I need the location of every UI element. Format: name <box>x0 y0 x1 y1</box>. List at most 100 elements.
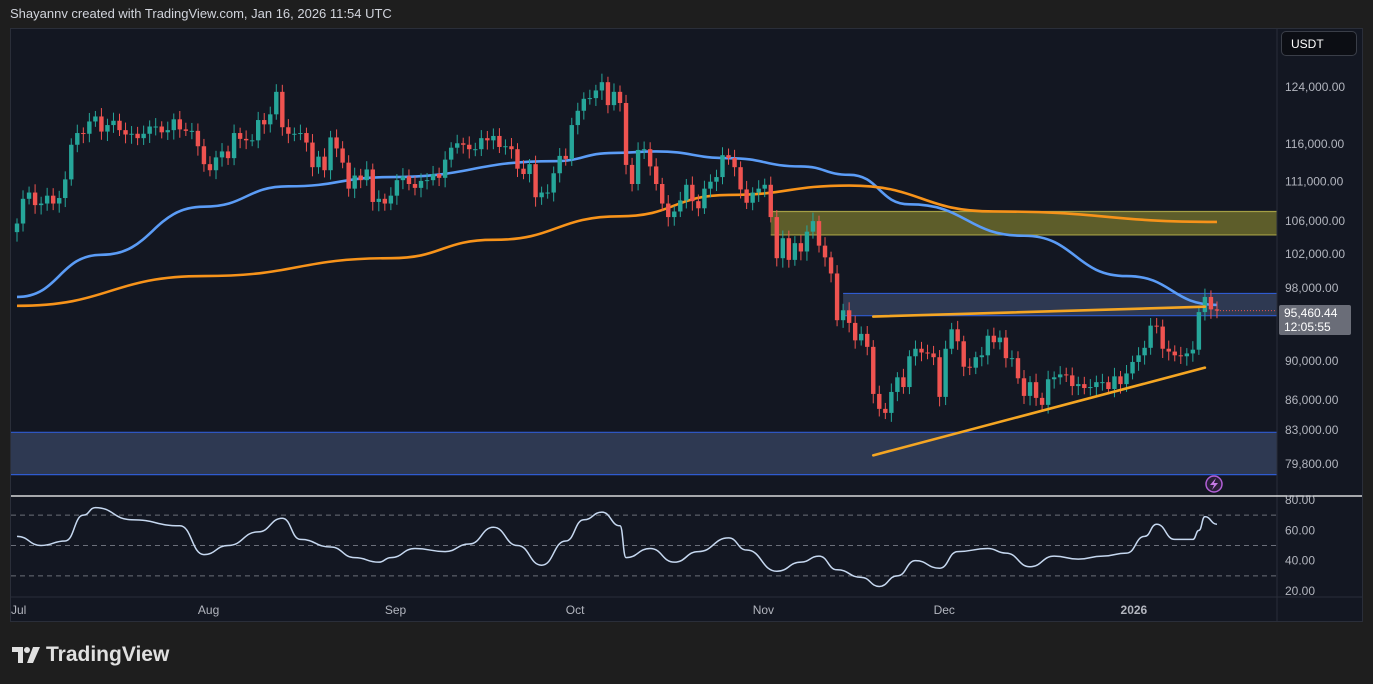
candle <box>304 127 309 152</box>
candle <box>1148 317 1153 355</box>
candle-body <box>780 238 786 259</box>
candle-body <box>599 82 605 91</box>
last-price-label: 95,460.44 12:05:55 <box>1279 305 1351 335</box>
candle <box>1196 306 1202 355</box>
support-zone <box>11 432 1277 475</box>
candle-body <box>641 149 647 151</box>
candle-body <box>57 198 62 204</box>
lightning-icon <box>1205 475 1223 493</box>
candle-body <box>1045 379 1051 405</box>
candle <box>1172 345 1177 362</box>
tradingview-logo[interactable]: TradingView <box>12 643 169 667</box>
candle-body <box>1208 296 1214 310</box>
candle-body <box>985 335 991 356</box>
candle-body <box>286 127 291 134</box>
candle-body <box>997 337 1003 343</box>
candle-body <box>865 333 870 347</box>
candle <box>738 161 743 199</box>
candle-body <box>189 130 195 132</box>
price-tick-label: 111,000.00 <box>1285 175 1344 189</box>
candle-body <box>274 91 279 115</box>
candle <box>569 117 574 166</box>
candle-body <box>738 167 743 190</box>
candle-body <box>846 310 852 323</box>
candle-body <box>617 91 623 104</box>
candle <box>1208 290 1214 319</box>
candle <box>901 368 906 394</box>
resistance-zone <box>843 293 1277 316</box>
candle <box>653 158 659 191</box>
lightning-icon-bolt <box>1210 478 1218 490</box>
candle <box>1009 350 1015 367</box>
candle <box>340 141 345 169</box>
candle <box>485 130 490 150</box>
candle <box>684 178 689 209</box>
candle-body <box>249 140 255 142</box>
candle <box>352 167 357 199</box>
candle-body <box>334 137 339 149</box>
candle-body <box>1076 384 1081 387</box>
candle <box>907 350 912 395</box>
candle-body <box>256 120 261 141</box>
candle <box>177 111 183 138</box>
candle-body <box>943 348 948 397</box>
candle-body <box>696 201 701 209</box>
candle <box>955 320 960 350</box>
chart-panel[interactable] <box>10 28 1363 622</box>
candle-body <box>660 184 665 204</box>
candle <box>473 142 478 157</box>
candle-body <box>1130 361 1135 374</box>
candle <box>527 158 532 183</box>
candle-body <box>533 164 538 198</box>
candle-body <box>877 393 882 409</box>
candle <box>14 218 20 242</box>
candle <box>1166 340 1171 361</box>
candle <box>575 102 580 135</box>
candle <box>346 155 351 197</box>
candle <box>750 187 755 211</box>
candle-body <box>1082 384 1087 389</box>
candle-body <box>883 408 888 413</box>
candle-body <box>412 184 418 188</box>
candle <box>171 113 176 140</box>
candle <box>213 150 219 180</box>
candle <box>442 151 448 188</box>
candle-body <box>1202 296 1208 313</box>
candle-body <box>225 151 231 159</box>
candle <box>256 111 261 149</box>
candle-body <box>346 162 351 189</box>
candle <box>979 346 984 367</box>
candle-body <box>280 91 285 128</box>
candle <box>237 127 243 149</box>
candle <box>973 351 978 375</box>
candle-body <box>901 377 906 388</box>
candle <box>846 302 852 333</box>
currency-selector[interactable]: USDT <box>1281 31 1357 56</box>
candle <box>63 171 68 208</box>
candle <box>364 161 369 186</box>
chart-caption: Shayannv created with TradingView.com, J… <box>10 6 392 21</box>
candle <box>165 121 170 140</box>
candle-body <box>473 149 478 151</box>
price-tick-label: 86,000.00 <box>1285 393 1339 407</box>
candle-body <box>400 176 406 181</box>
candle <box>605 76 611 114</box>
candle <box>111 112 116 133</box>
candle-body <box>364 169 369 181</box>
candle <box>1027 376 1033 406</box>
candle-body <box>93 116 98 122</box>
candle-body <box>961 341 966 367</box>
candle <box>696 194 701 217</box>
candle <box>262 113 267 134</box>
candle <box>298 124 303 141</box>
candle <box>322 148 327 178</box>
candle <box>762 178 767 198</box>
candle-body <box>292 133 297 135</box>
candle <box>828 251 834 283</box>
candle <box>883 402 888 420</box>
candle <box>69 138 74 186</box>
time-tick-label: Nov <box>753 603 774 617</box>
candle-body <box>587 98 593 100</box>
candle <box>666 195 671 227</box>
